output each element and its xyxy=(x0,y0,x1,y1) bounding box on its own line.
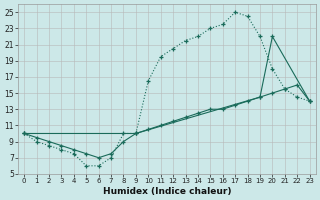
X-axis label: Humidex (Indice chaleur): Humidex (Indice chaleur) xyxy=(103,187,231,196)
